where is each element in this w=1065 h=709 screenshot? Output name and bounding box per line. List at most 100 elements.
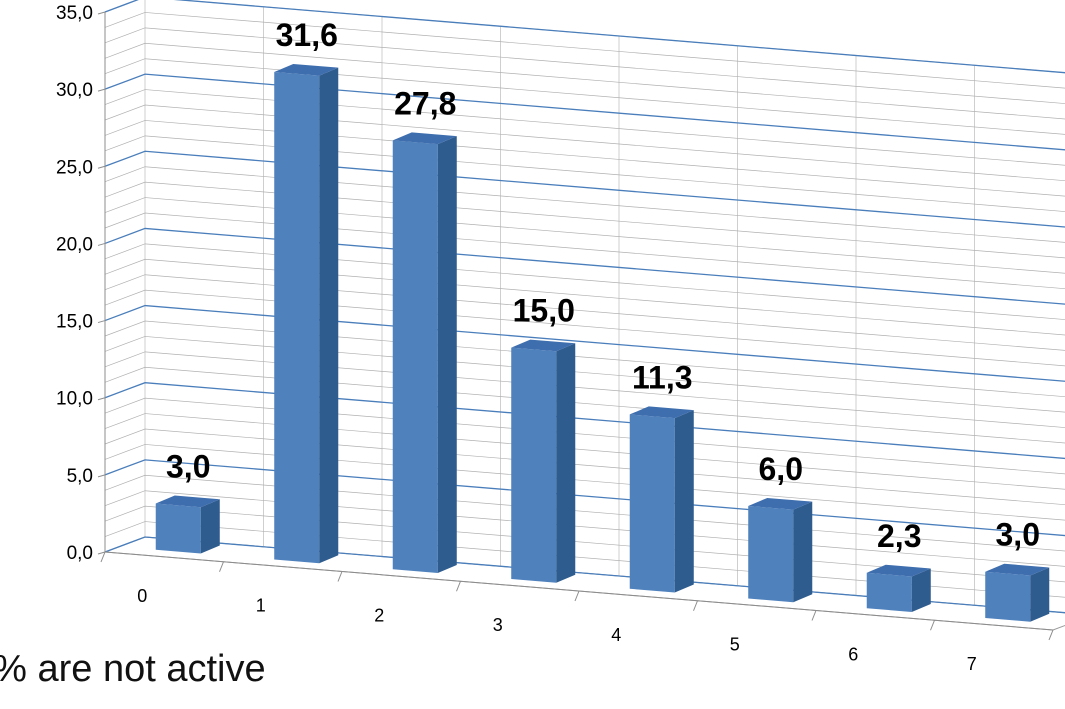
y-tick-label: 5,0	[67, 466, 93, 487]
bar-front-face	[392, 140, 438, 573]
y-tick	[97, 165, 106, 169]
bar-side-face	[200, 499, 220, 554]
y-tick	[97, 88, 106, 92]
x-tick-label: 2	[374, 605, 384, 625]
bar	[155, 495, 220, 554]
minor-gridline	[104, 397, 1065, 475]
bar-front-face	[155, 503, 201, 554]
data-labels: 3,0 31,6 27,8 15,0 11,3 6,0 2,3 3,0	[166, 17, 1040, 554]
bar-top-face	[748, 497, 813, 510]
minor-gridline	[104, 58, 1065, 135]
x-tick	[693, 600, 698, 611]
bar-top-face	[866, 564, 931, 577]
major-gridline	[104, 227, 1065, 305]
y-tick-label: 20,0	[56, 234, 93, 255]
x-tick	[930, 620, 935, 631]
data-label: 31,6	[276, 17, 338, 53]
minor-gridline	[104, 258, 1065, 336]
y-tick	[97, 474, 106, 478]
bar-top-face	[629, 406, 694, 419]
x-tick	[811, 610, 817, 621]
y-tick-label: 30,0	[56, 80, 93, 101]
bar-front-face	[274, 71, 320, 564]
y-tick	[97, 551, 106, 555]
minor-gridline	[104, 336, 1065, 413]
data-label: 15,0	[513, 293, 575, 329]
x-tick-label: 0	[137, 586, 147, 606]
bar-front-face	[511, 347, 557, 583]
minor-gridline	[104, 181, 1065, 259]
bar-side-face	[437, 136, 457, 573]
bar	[985, 563, 1050, 622]
bar-side-face	[793, 501, 813, 603]
minor-gridline	[104, 89, 1065, 166]
minor-gridline	[104, 27, 1065, 104]
major-gridline	[104, 382, 1065, 460]
x-tick	[574, 590, 580, 602]
y-tick	[97, 397, 106, 401]
side-wall	[104, 0, 146, 553]
data-label: 11,3	[632, 359, 693, 395]
bar-front-face	[629, 414, 675, 593]
bar-side-face	[319, 67, 339, 564]
x-tick-label: 5	[730, 635, 740, 655]
bar-front-face	[985, 571, 1031, 622]
bar	[866, 564, 931, 612]
bar-side-face	[674, 410, 694, 593]
minor-gridline	[104, 243, 1065, 320]
data-label: 27,8	[394, 85, 456, 121]
x-tick-label: 6	[848, 644, 858, 664]
footnote-text: 3% are not active	[0, 648, 266, 690]
x-tick-label: 3	[493, 615, 503, 635]
minor-gridline	[104, 413, 1065, 490]
bar-front-face	[748, 505, 794, 603]
y-tick	[97, 242, 106, 246]
bar	[511, 339, 576, 583]
x-tick-label: 1	[256, 596, 266, 616]
x-tick-label: 7	[967, 654, 977, 674]
bar-top-face	[274, 63, 339, 76]
data-label: 6,0	[759, 451, 803, 487]
x-tick-label: 4	[611, 625, 621, 645]
major-gridline	[104, 73, 1065, 151]
bar-top-face	[985, 563, 1050, 576]
x-axis: 0 1 2 3 4 5 6 7	[100, 551, 1054, 674]
minor-gridline	[104, 197, 1065, 274]
x-tick	[1048, 629, 1054, 641]
major-gridline	[104, 150, 1065, 228]
minor-gridline	[104, 428, 1065, 506]
minor-gridline	[104, 12, 1065, 89]
minor-gridline	[104, 444, 1065, 521]
gridlines	[104, 0, 1065, 614]
data-label: 3,0	[996, 517, 1040, 553]
minor-gridline	[104, 274, 1065, 351]
bar-top-face	[392, 132, 457, 145]
bar-side-face	[911, 568, 931, 612]
y-tick-label: 15,0	[56, 312, 93, 333]
minor-gridline	[104, 212, 1065, 290]
bar	[392, 132, 457, 573]
minor-gridline	[104, 42, 1065, 120]
data-label: 3,0	[166, 448, 210, 484]
minor-gridline	[104, 166, 1065, 243]
y-tick	[97, 11, 106, 15]
bar-top-face	[155, 495, 220, 508]
bars	[155, 63, 1050, 622]
data-label: 2,3	[877, 518, 921, 554]
bar	[274, 63, 339, 564]
minor-gridline	[104, 289, 1065, 367]
x-tick	[219, 561, 224, 572]
minor-gridline	[104, 366, 1065, 444]
y-tick	[97, 320, 106, 324]
bar-front-face	[866, 572, 912, 612]
minor-gridline	[104, 120, 1065, 197]
x-tick	[100, 551, 106, 563]
bar-top-face	[511, 339, 576, 352]
bar	[629, 406, 694, 593]
minor-gridline	[104, 320, 1065, 398]
major-gridline	[104, 304, 1065, 382]
bar	[748, 497, 813, 603]
bar-side-face	[1030, 567, 1050, 622]
bar-side-face	[556, 343, 576, 583]
